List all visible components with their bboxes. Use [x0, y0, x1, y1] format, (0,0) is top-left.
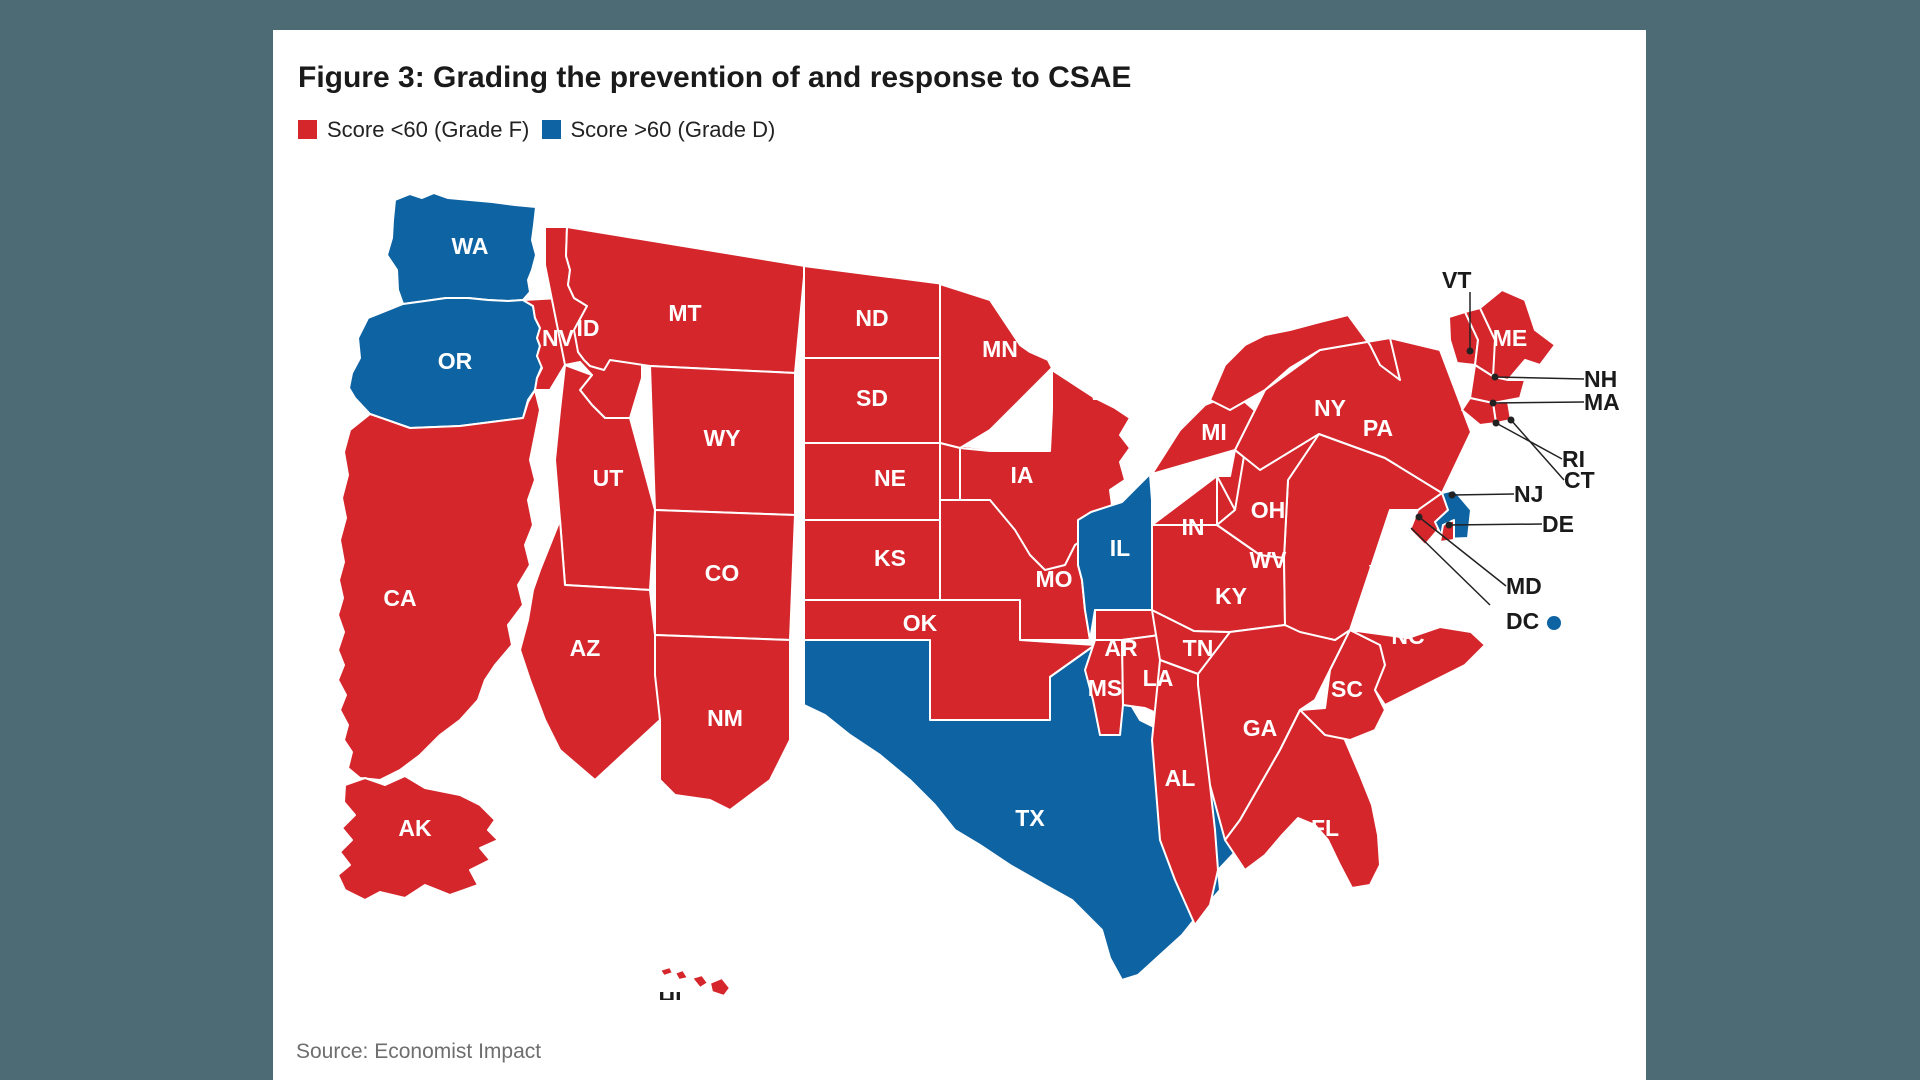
svg-text:NJ: NJ	[1514, 481, 1543, 507]
svg-text:AR: AR	[1104, 635, 1138, 661]
svg-text:IN: IN	[1182, 514, 1205, 540]
svg-text:MS: MS	[1088, 675, 1123, 701]
svg-text:ME: ME	[1493, 325, 1528, 351]
svg-text:DC: DC	[1506, 608, 1539, 634]
svg-text:NY: NY	[1314, 395, 1346, 421]
svg-text:ID: ID	[577, 315, 600, 341]
svg-text:HI: HI	[659, 987, 682, 1000]
svg-text:PA: PA	[1363, 415, 1393, 441]
svg-text:VT: VT	[1442, 267, 1471, 293]
svg-text:WY: WY	[703, 425, 740, 451]
svg-text:OH: OH	[1251, 497, 1286, 523]
svg-text:MA: MA	[1584, 389, 1620, 415]
svg-text:KS: KS	[874, 545, 906, 571]
svg-text:CA: CA	[383, 585, 416, 611]
svg-text:AL: AL	[1165, 765, 1196, 791]
svg-text:LA: LA	[1143, 665, 1174, 691]
svg-text:FL: FL	[1311, 815, 1339, 841]
svg-text:WV: WV	[1249, 547, 1287, 573]
svg-text:MO: MO	[1035, 566, 1072, 592]
svg-text:SC: SC	[1331, 676, 1363, 702]
svg-text:MI: MI	[1201, 419, 1227, 445]
svg-text:MN: MN	[982, 336, 1018, 362]
svg-text:IL: IL	[1110, 535, 1130, 561]
svg-text:TN: TN	[1183, 635, 1214, 661]
svg-text:ND: ND	[855, 305, 888, 331]
svg-text:DE: DE	[1542, 511, 1574, 537]
svg-text:KY: KY	[1215, 583, 1247, 609]
svg-text:MT: MT	[668, 300, 701, 326]
svg-text:GA: GA	[1243, 715, 1278, 741]
svg-text:UT: UT	[593, 465, 624, 491]
svg-text:CO: CO	[705, 560, 740, 586]
svg-text:TX: TX	[1015, 805, 1045, 831]
svg-text:NM: NM	[707, 705, 743, 731]
svg-text:WI: WI	[1089, 379, 1117, 405]
svg-text:OR: OR	[438, 348, 473, 374]
svg-text:VA: VA	[1369, 560, 1399, 586]
svg-text:OK: OK	[903, 610, 938, 636]
svg-text:NE: NE	[874, 465, 906, 491]
svg-text:MD: MD	[1506, 573, 1542, 599]
svg-text:IA: IA	[1011, 462, 1034, 488]
svg-text:CT: CT	[1564, 467, 1595, 493]
svg-text:NC: NC	[1391, 623, 1424, 649]
svg-text:WA: WA	[451, 233, 488, 259]
svg-text:NV: NV	[542, 325, 575, 351]
svg-text:AZ: AZ	[570, 635, 601, 661]
svg-text:AK: AK	[398, 815, 432, 841]
svg-text:SD: SD	[856, 385, 888, 411]
